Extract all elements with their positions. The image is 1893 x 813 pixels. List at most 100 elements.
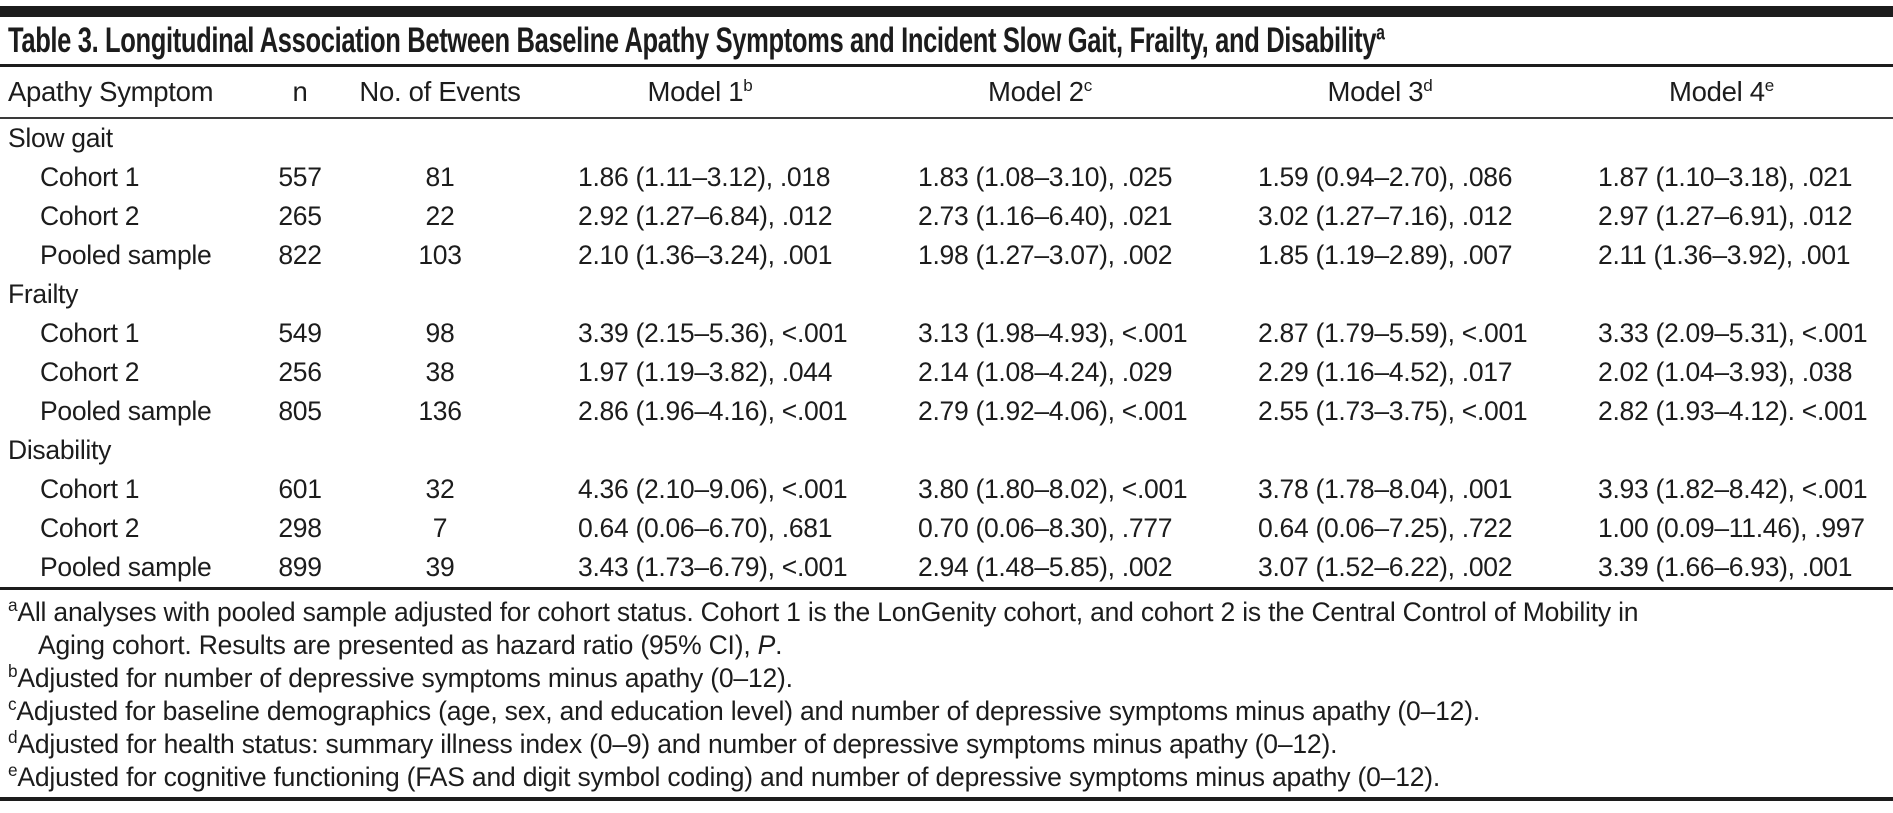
footnote-b: bAdjusted for number of depressive sympt…	[8, 662, 1885, 695]
cell-model-1: 1.86 (1.11–3.12), .018	[578, 162, 831, 192]
column-header-n: n	[250, 67, 350, 119]
cell-events: 39	[425, 552, 455, 582]
cell-events: 22	[425, 201, 455, 231]
top-border-bar	[0, 6, 1893, 17]
footnote-d-marker: d	[8, 727, 18, 748]
cell-model-4: 1.00 (0.09–11.46), .997	[1598, 513, 1865, 543]
divider-below-table-body	[0, 587, 1893, 590]
cell-events: 32	[425, 474, 455, 504]
cell-model-3: 2.29 (1.16–4.52), .017	[1258, 357, 1513, 387]
section-label: Slow gait	[8, 123, 113, 153]
cell-model-3: 2.87 (1.79–5.59), <.001	[1258, 318, 1528, 348]
section-label: Disability	[8, 435, 112, 465]
row-label: Cohort 1	[40, 318, 140, 348]
table-title: Table 3. Longitudinal Association Betwee…	[8, 18, 1385, 61]
footnote-c: cAdjusted for baseline demographics (age…	[8, 695, 1885, 728]
table-row-slow-gait-cohort-2: Cohort 2 265 22 2.92 (1.27–6.84), .012 2…	[0, 197, 1893, 236]
cell-model-3: 3.07 (1.52–6.22), .002	[1258, 552, 1513, 582]
cell-model-2: 2.73 (1.16–6.40), .021	[918, 201, 1173, 231]
footnote-e-marker: e	[8, 760, 18, 781]
footnote-a-line2: Aging cohort. Results are presented as h…	[38, 630, 758, 660]
table-row-frailty-cohort-2: Cohort 2 256 38 1.97 (1.19–3.82), .044 2…	[0, 353, 1893, 392]
footnote-a-tail: .	[775, 630, 783, 660]
paper-table-page: Table 3. Longitudinal Association Betwee…	[0, 6, 1893, 813]
results-table: Apathy Symptom n No. of Events Model 1b …	[0, 67, 1893, 587]
cell-n: 256	[278, 357, 322, 387]
cell-model-4: 3.33 (2.09–5.31), <.001	[1598, 318, 1868, 348]
footnote-a: aAll analyses with pooled sample adjuste…	[8, 596, 1885, 662]
cell-events: 7	[432, 513, 448, 543]
row-label: Cohort 2	[40, 513, 140, 543]
cell-model-1: 3.39 (2.15–5.36), <.001	[578, 318, 848, 348]
cell-n: 805	[278, 396, 322, 426]
table-title-text: Table 3. Longitudinal Association Betwee…	[8, 20, 1377, 60]
table-row-slow-gait-cohort-1: Cohort 1 557 81 1.86 (1.11–3.12), .018 1…	[0, 158, 1893, 197]
cell-model-1: 2.86 (1.96–4.16), <.001	[578, 396, 848, 426]
cell-model-2: 2.79 (1.92–4.06), <.001	[918, 396, 1188, 426]
cell-n: 265	[278, 201, 322, 231]
footnote-a-marker: a	[8, 595, 18, 616]
cell-n: 557	[278, 162, 322, 192]
column-header-model-1: Model 1b	[530, 67, 870, 119]
cell-events: 103	[418, 240, 462, 270]
row-label: Cohort 2	[40, 201, 140, 231]
footnote-a-line1: All analyses with pooled sample adjusted…	[17, 597, 1639, 627]
cell-model-2: 2.94 (1.48–5.85), .002	[918, 552, 1173, 582]
cell-events: 38	[425, 357, 455, 387]
cell-model-3: 1.59 (0.94–2.70), .086	[1258, 162, 1513, 192]
section-row-frailty: Frailty	[0, 275, 1893, 314]
table-row-disability-pooled-sample: Pooled sample 899 39 3.43 (1.73–6.79), <…	[0, 548, 1893, 587]
footnotes: aAll analyses with pooled sample adjuste…	[0, 590, 1893, 794]
cell-model-2: 0.70 (0.06–8.30), .777	[918, 513, 1173, 543]
column-header-model-4: Model 4e	[1550, 67, 1893, 119]
cell-events: 81	[425, 162, 455, 192]
row-label: Pooled sample	[40, 396, 212, 426]
footnote-d: dAdjusted for health status: summary ill…	[8, 728, 1885, 761]
cell-model-3: 3.02 (1.27–7.16), .012	[1258, 201, 1513, 231]
cell-model-1: 2.10 (1.36–3.24), .001	[578, 240, 833, 270]
section-row-disability: Disability	[0, 431, 1893, 470]
cell-model-4: 2.82 (1.93–4.12). <.001	[1598, 396, 1868, 426]
divider-below-title	[0, 64, 1893, 67]
column-header-model-3: Model 3d	[1210, 67, 1550, 119]
row-label: Pooled sample	[40, 552, 212, 582]
column-header-apathy-symptom: Apathy Symptom	[0, 67, 250, 119]
table-header-row: Apathy Symptom n No. of Events Model 1b …	[0, 67, 1893, 119]
table-row-disability-cohort-2: Cohort 2 298 7 0.64 (0.06–6.70), .681 0.…	[0, 509, 1893, 548]
footnote-a-p-italic: P	[757, 630, 776, 660]
column-header-model-2: Model 2c	[870, 67, 1210, 119]
model-4-footnote-marker: e	[1764, 75, 1774, 95]
cell-model-4: 2.97 (1.27–6.91), .012	[1598, 201, 1853, 231]
section-label: Frailty	[8, 279, 79, 309]
cell-model-1: 1.97 (1.19–3.82), .044	[578, 357, 833, 387]
footnote-b-marker: b	[8, 661, 18, 682]
footnote-d-text: Adjusted for health status: summary illn…	[17, 729, 1338, 759]
table-title-row: Table 3. Longitudinal Association Betwee…	[0, 17, 1893, 64]
footnote-c-marker: c	[8, 694, 17, 715]
cell-model-1: 0.64 (0.06–6.70), .681	[578, 513, 833, 543]
cell-model-4: 2.02 (1.04–3.93), .038	[1598, 357, 1853, 387]
cell-model-2: 2.14 (1.08–4.24), .029	[918, 357, 1173, 387]
cell-n: 298	[278, 513, 322, 543]
cell-model-2: 3.80 (1.80–8.02), <.001	[918, 474, 1188, 504]
cell-model-3: 1.85 (1.19–2.89), .007	[1258, 240, 1513, 270]
cell-model-1: 2.92 (1.27–6.84), .012	[578, 201, 833, 231]
row-label: Pooled sample	[40, 240, 212, 270]
table-title-footnote-marker: a	[1376, 18, 1385, 44]
footnote-e: eAdjusted for cognitive functioning (FAS…	[8, 761, 1885, 794]
cell-model-3: 0.64 (0.06–7.25), .722	[1258, 513, 1513, 543]
column-header-no-of-events: No. of Events	[350, 67, 530, 119]
model-1-footnote-marker: b	[743, 75, 753, 95]
row-label: Cohort 1	[40, 474, 140, 504]
table-row-frailty-pooled-sample: Pooled sample 805 136 2.86 (1.96–4.16), …	[0, 392, 1893, 431]
cell-model-3: 2.55 (1.73–3.75), <.001	[1258, 396, 1528, 426]
cell-model-4: 2.11 (1.36–3.92), .001	[1598, 240, 1851, 270]
cell-model-4: 1.87 (1.10–3.18), .021	[1598, 162, 1853, 192]
cell-n: 601	[278, 474, 322, 504]
cell-events: 136	[418, 396, 462, 426]
table-row-slow-gait-pooled-sample: Pooled sample 822 103 2.10 (1.36–3.24), …	[0, 236, 1893, 275]
bottom-border-bar	[0, 797, 1893, 801]
cell-model-1: 3.43 (1.73–6.79), <.001	[578, 552, 848, 582]
model-3-footnote-marker: d	[1423, 75, 1433, 95]
section-row-slow-gait: Slow gait	[0, 118, 1893, 158]
